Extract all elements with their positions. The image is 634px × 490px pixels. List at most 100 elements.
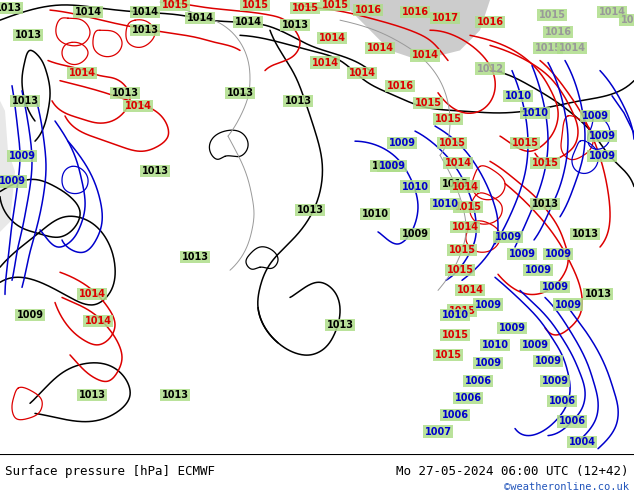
Text: 1013: 1013 — [11, 96, 39, 106]
Text: 1006: 1006 — [548, 396, 576, 406]
Text: Mo 27-05-2024 06:00 UTC (12+42): Mo 27-05-2024 06:00 UTC (12+42) — [396, 465, 629, 478]
Text: 1009: 1009 — [534, 356, 562, 366]
Text: 1009: 1009 — [541, 376, 569, 386]
Text: 1015: 1015 — [162, 0, 188, 10]
Text: 1010: 1010 — [361, 209, 389, 219]
Text: 1014: 1014 — [411, 50, 439, 60]
Text: 1009: 1009 — [555, 299, 581, 310]
Text: 1006: 1006 — [455, 393, 481, 403]
Text: 1015: 1015 — [448, 306, 476, 316]
Text: 1014: 1014 — [124, 101, 152, 111]
Text: 1013: 1013 — [79, 390, 105, 400]
Text: 1015: 1015 — [434, 114, 462, 124]
Text: 1012: 1012 — [477, 64, 503, 74]
Text: 1014: 1014 — [621, 15, 634, 25]
Text: 1009: 1009 — [16, 310, 44, 319]
Text: 1013: 1013 — [0, 3, 22, 13]
Text: 1009: 1009 — [581, 111, 609, 121]
Text: 1016: 1016 — [545, 27, 571, 37]
Text: 1013: 1013 — [281, 20, 309, 30]
Text: 1009: 1009 — [0, 176, 25, 187]
Text: 1015: 1015 — [242, 0, 269, 10]
Text: 1014: 1014 — [311, 57, 339, 68]
Text: 1014: 1014 — [598, 7, 626, 17]
Text: 1009: 1009 — [495, 232, 522, 242]
Text: 1014: 1014 — [84, 316, 112, 326]
Text: 1013: 1013 — [372, 161, 399, 172]
Text: 1015: 1015 — [321, 0, 349, 10]
Text: 1010: 1010 — [522, 108, 548, 118]
Text: 1009: 1009 — [588, 131, 616, 141]
Text: 1015: 1015 — [441, 330, 469, 340]
Text: 1013: 1013 — [571, 229, 598, 239]
Text: 1006: 1006 — [559, 416, 586, 426]
Text: 1015: 1015 — [439, 138, 465, 148]
Text: 1015: 1015 — [292, 3, 318, 13]
Text: 1013: 1013 — [131, 25, 158, 35]
Text: 1016: 1016 — [401, 7, 429, 17]
Text: Surface pressure [hPa] ECMWF: Surface pressure [hPa] ECMWF — [5, 465, 215, 478]
Text: 1014: 1014 — [68, 68, 96, 77]
Text: 1010: 1010 — [401, 181, 429, 192]
Text: 1014: 1014 — [451, 222, 479, 232]
Text: 1013: 1013 — [285, 96, 311, 106]
Text: 1010: 1010 — [441, 310, 469, 319]
Text: 1014: 1014 — [75, 7, 101, 17]
Text: 1009: 1009 — [474, 299, 501, 310]
Text: 1013: 1013 — [585, 290, 612, 299]
Text: 1010: 1010 — [432, 198, 458, 209]
Text: 1016: 1016 — [387, 81, 413, 91]
Text: 1014: 1014 — [349, 68, 375, 77]
Text: 1004: 1004 — [569, 437, 595, 447]
Text: 1014: 1014 — [444, 158, 472, 169]
Text: 1006: 1006 — [441, 411, 469, 420]
Text: 1014: 1014 — [456, 285, 484, 295]
Text: 1009: 1009 — [545, 249, 571, 259]
Text: 1015: 1015 — [448, 245, 476, 255]
Text: 1016: 1016 — [477, 17, 503, 27]
Text: 1016: 1016 — [354, 5, 382, 15]
Text: 1015: 1015 — [415, 98, 441, 108]
Polygon shape — [0, 101, 15, 232]
Text: 1009: 1009 — [8, 151, 36, 161]
Text: 1009: 1009 — [508, 249, 536, 259]
Text: 1013: 1013 — [531, 198, 559, 209]
Text: 1010: 1010 — [481, 340, 508, 350]
Text: 1014: 1014 — [79, 290, 105, 299]
Text: 1014: 1014 — [131, 7, 158, 17]
Text: 1017: 1017 — [432, 13, 458, 23]
Text: 1015: 1015 — [455, 202, 481, 212]
Polygon shape — [510, 0, 634, 20]
Text: 1015: 1015 — [446, 265, 474, 275]
Text: 1009: 1009 — [541, 282, 569, 293]
Text: 1013: 1013 — [327, 319, 354, 330]
Text: 1014: 1014 — [366, 44, 394, 53]
Text: 1013: 1013 — [297, 205, 323, 215]
Polygon shape — [580, 0, 634, 60]
Text: 1013: 1013 — [112, 88, 138, 98]
Text: 1009: 1009 — [524, 265, 552, 275]
Text: 1013: 1013 — [441, 178, 469, 189]
Text: 1014: 1014 — [235, 17, 261, 27]
Text: 1015: 1015 — [534, 44, 562, 53]
Text: ©weatheronline.co.uk: ©weatheronline.co.uk — [504, 482, 629, 490]
Text: 1014: 1014 — [318, 33, 346, 43]
Text: 1015: 1015 — [434, 350, 462, 360]
Text: 1014: 1014 — [559, 44, 586, 53]
Text: 1013: 1013 — [15, 30, 41, 40]
Text: 1013: 1013 — [162, 390, 188, 400]
Text: 1014: 1014 — [451, 181, 479, 192]
Text: 1013: 1013 — [226, 88, 254, 98]
Text: 1010: 1010 — [505, 91, 531, 101]
Text: 1013: 1013 — [141, 167, 169, 176]
Text: 1015: 1015 — [531, 158, 559, 169]
Text: 1015: 1015 — [538, 10, 566, 20]
Text: 1007: 1007 — [425, 427, 451, 437]
Text: 1009: 1009 — [389, 138, 415, 148]
Text: 1009: 1009 — [588, 151, 616, 161]
Polygon shape — [530, 0, 575, 25]
Text: 1006: 1006 — [465, 376, 491, 386]
Text: 1015: 1015 — [512, 138, 538, 148]
Text: 1009: 1009 — [498, 323, 526, 333]
Text: 1014: 1014 — [186, 13, 214, 23]
